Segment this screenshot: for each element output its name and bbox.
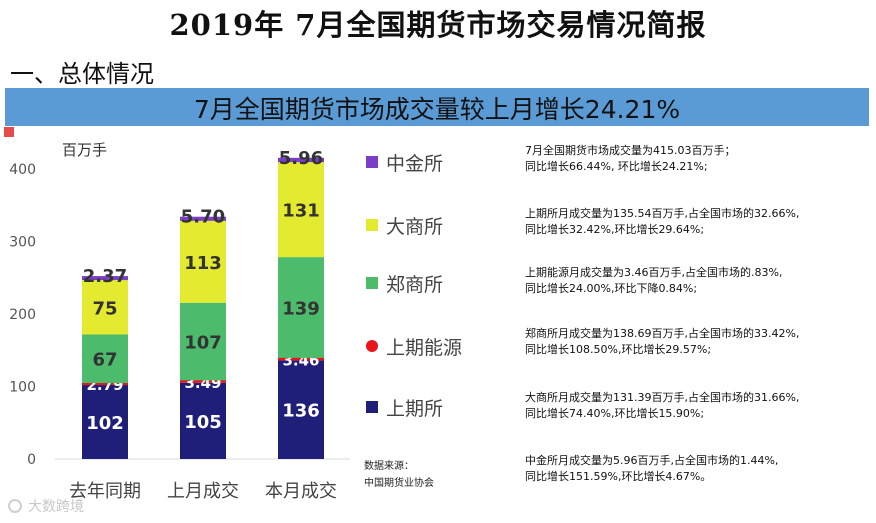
note-ine: 上期能源月成交量为3.46百万手,占全国市场的.83%, 同比增长24.00%,… xyxy=(525,265,875,297)
y-tick-label: 300 xyxy=(9,235,36,251)
legend-swatch xyxy=(366,219,378,231)
legend-swatch xyxy=(366,340,378,352)
note-line: 郑商所月成交量为138.69百万手,占全国市场的33.42%, xyxy=(525,326,875,342)
data-label: 5.96 xyxy=(279,148,323,169)
legend-label: 中金所 xyxy=(386,149,443,176)
legend-item: 上期所 xyxy=(366,395,443,419)
note-shfe: 上期所月成交量为135.54百万手,占全国市场的32.66%, 同比增长32.4… xyxy=(525,206,875,238)
data-label: 136 xyxy=(282,401,320,422)
note-czce: 郑商所月成交量为138.69百万手,占全国市场的33.42%, 同比增长108.… xyxy=(525,326,875,358)
note-line: 同比增长108.50%,环比增长29.57%; xyxy=(525,342,875,358)
note-dce: 大商所月成交量为131.39百万手,占全国市场的31.66%, 同比增长74.4… xyxy=(525,390,875,422)
y-tick-label: 400 xyxy=(9,162,36,178)
note-line: 上期所月成交量为135.54百万手,占全国市场的32.66%, xyxy=(525,206,875,222)
data-source: 数据来源： 中国期货业协会 xyxy=(364,458,434,492)
legend-item: 中金所 xyxy=(366,150,443,174)
watermark: 大数跨境 xyxy=(8,496,84,516)
legend-item: 大商所 xyxy=(366,213,443,237)
legend-label: 大商所 xyxy=(386,212,443,239)
note-line: 中金所月成交量为5.96百万手,占全国市场的1.44%, xyxy=(525,453,875,469)
data-label: 102 xyxy=(86,413,124,434)
y-tick-label: 100 xyxy=(9,380,36,396)
legend-item: 郑商所 xyxy=(366,271,443,295)
watermark-logo-icon xyxy=(8,499,22,513)
data-label: 131 xyxy=(282,201,320,222)
x-tick-label: 本月成交 xyxy=(265,481,337,502)
legend-label: 上期能源 xyxy=(386,333,462,360)
note-line: 同比增长32.42%,环比增长29.64%; xyxy=(525,222,875,238)
x-tick-label: 上月成交 xyxy=(167,481,239,502)
legend-label: 郑商所 xyxy=(386,270,443,297)
legend-swatch xyxy=(366,401,378,413)
legend-label: 上期所 xyxy=(386,394,443,421)
y-tick-label: 200 xyxy=(9,307,36,323)
data-label: 67 xyxy=(92,350,117,371)
note-line: 同比增长151.59%,环比增长4.67%。 xyxy=(525,469,875,485)
data-label: 113 xyxy=(184,253,222,274)
data-label: 2.37 xyxy=(83,266,127,287)
note-line: 7月全国期货市场成交量为415.03百万手； xyxy=(525,143,875,159)
note-line: 上期能源月成交量为3.46百万手,占全国市场的.83%, xyxy=(525,265,875,281)
legend-swatch xyxy=(366,156,378,168)
note-line: 同比增长66.44%, 环比增长24.21%; xyxy=(525,159,875,175)
y-unit-label: 百万手 xyxy=(62,141,107,159)
data-label: 75 xyxy=(92,298,117,319)
legend-swatch xyxy=(366,277,378,289)
data-label: 139 xyxy=(282,299,320,320)
note-line: 大商所月成交量为131.39百万手,占全国市场的31.66%, xyxy=(525,390,875,406)
data-label: 5.70 xyxy=(181,207,225,228)
note-total: 7月全国期货市场成交量为415.03百万手； 同比增长66.44%, 环比增长2… xyxy=(525,143,875,175)
watermark-text: 大数跨境 xyxy=(28,496,84,516)
note-line: 同比增长24.00%,环比下降0.84%; xyxy=(525,281,875,297)
legend-item: 上期能源 xyxy=(366,334,462,358)
data-source-name: 中国期货业协会 xyxy=(364,475,434,492)
data-source-label: 数据来源： xyxy=(364,458,434,475)
data-label: 105 xyxy=(184,412,222,433)
note-line: 同比增长74.40%,环比增长15.90%; xyxy=(525,406,875,422)
y-tick-label: 0 xyxy=(27,452,36,468)
data-label: 107 xyxy=(184,333,222,354)
note-cffex: 中金所月成交量为5.96百万手,占全国市场的1.44%, 同比增长151.59%… xyxy=(525,453,875,485)
